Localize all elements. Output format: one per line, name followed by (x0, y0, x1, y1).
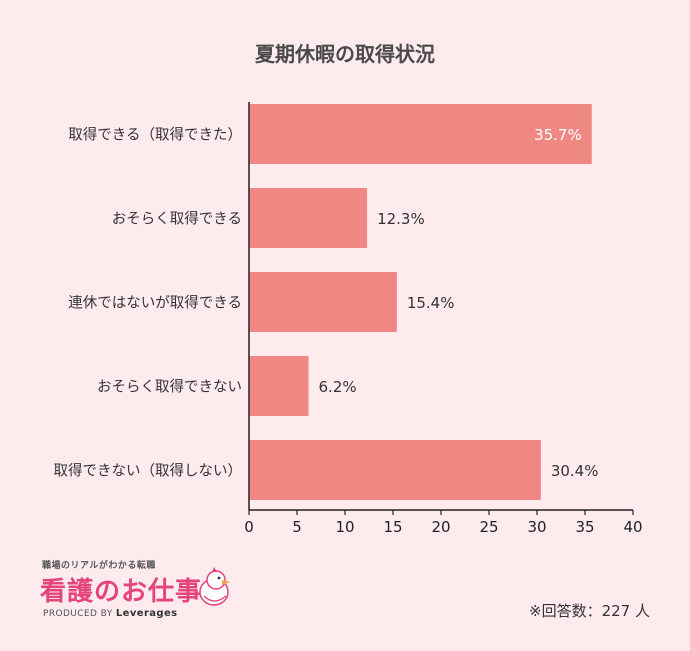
produced-by-brand: Leverages (115, 608, 178, 619)
chart-title: 夏期休暇の取得状況 (255, 42, 435, 66)
logo-produced-by: PRODUCED BY Leverages (43, 608, 178, 619)
data-label: 35.7% (534, 126, 582, 144)
bar (249, 104, 592, 164)
data-label: 6.2% (319, 378, 357, 396)
x-tick-label: 30 (527, 518, 546, 536)
produced-by-prefix: PRODUCED BY (43, 609, 113, 619)
logo: 職場のリアルがわかる転職 看護のお仕事 PRODUCED BY Leverage… (40, 558, 240, 628)
x-tick-label: 35 (575, 518, 594, 536)
bar (249, 188, 368, 248)
data-label: 15.4% (407, 294, 455, 312)
x-tick-label: 20 (431, 518, 450, 536)
category-label: 取得できる（取得できた） (68, 127, 242, 144)
x-tick-label: 0 (244, 518, 254, 536)
x-tick-label: 25 (479, 518, 498, 536)
bar (249, 440, 541, 500)
category-label: おそらく取得できない (97, 379, 242, 396)
category-label: 連休ではないが取得できる (68, 295, 242, 312)
x-tick-label: 10 (335, 518, 354, 536)
data-label: 12.3% (377, 210, 425, 228)
logo-tagline: 職場のリアルがわかる転職 (42, 561, 156, 571)
response-count-note: ※回答数：227 人 (529, 602, 650, 620)
logo-name: 看護のお仕事 (40, 577, 203, 607)
bar (249, 356, 309, 416)
x-tick-label: 5 (292, 518, 302, 536)
bird-mascot-icon (199, 567, 230, 606)
x-tick-label: 40 (623, 518, 642, 536)
category-label: 取得できない（取得しない） (53, 463, 243, 480)
x-tick-label: 15 (383, 518, 402, 536)
data-label: 30.4% (551, 462, 599, 480)
category-label: おそらく取得できる (111, 211, 242, 228)
bar (249, 272, 397, 332)
